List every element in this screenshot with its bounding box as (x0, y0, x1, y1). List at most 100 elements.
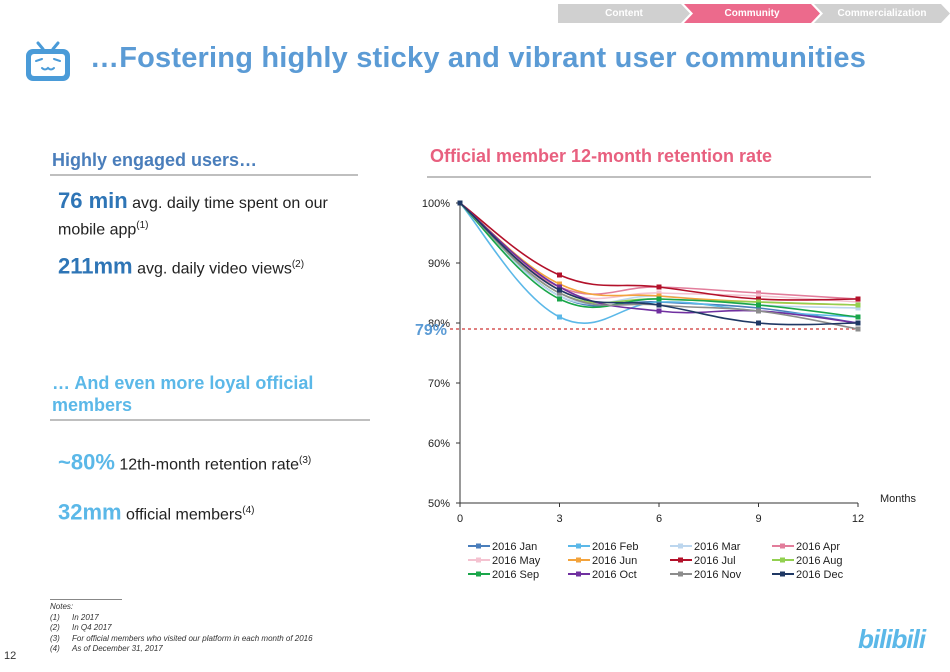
tv-face-icon (26, 41, 70, 81)
data-point (756, 299, 761, 305)
data-point (656, 290, 662, 296)
data-point (557, 272, 562, 278)
legend-label: 2016 Jan (492, 541, 537, 553)
y-tick-label: 70% (428, 378, 450, 390)
legend-label: 2016 Oct (592, 569, 637, 581)
y-tick-label: 80% (428, 318, 450, 330)
reference-line-label: 79% (415, 322, 447, 339)
section-heading-line: members (52, 395, 133, 415)
data-point (756, 290, 761, 296)
stat-official-members: 32mm official members(4) (58, 500, 378, 526)
data-point (656, 293, 662, 299)
data-point (855, 302, 861, 308)
data-point (756, 308, 761, 314)
legend-label: 2016 Jul (694, 555, 736, 567)
x-tick-label: 9 (755, 513, 761, 525)
data-point (656, 284, 662, 290)
series-line (459, 202, 859, 306)
data-point (756, 293, 761, 299)
data-point (656, 302, 662, 308)
legend-label: 2016 Nov (694, 569, 742, 581)
section-rule (50, 419, 370, 421)
stat-text: official members (121, 506, 243, 524)
legend-marker (476, 571, 481, 577)
data-point (557, 287, 562, 293)
legend-label: 2016 Aug (796, 555, 843, 567)
stat-daily-time: 76 min avg. daily time spent on our mobi… (58, 190, 368, 241)
legend-label: 2016 Apr (796, 541, 840, 553)
footnote-item: (4) As of December 31, 2017 (50, 644, 163, 653)
stat-video-views: 211mm avg. daily video views(2) (58, 254, 368, 280)
x-tick-label: 3 (556, 513, 562, 525)
data-point (855, 299, 861, 305)
data-point (855, 326, 861, 332)
legend-marker (576, 543, 581, 549)
x-axis-label: Months (880, 493, 917, 505)
stat-retention: ~80% 12th-month retention rate(3) (58, 450, 378, 476)
legend-marker (576, 557, 581, 563)
legend-marker (678, 571, 683, 577)
x-tick-label: 6 (656, 513, 662, 525)
footnote-ref: (4) (242, 505, 255, 516)
stat-value: 32mm (58, 499, 122, 525)
section-rule (50, 174, 358, 176)
legend-marker (780, 571, 785, 577)
series-line (459, 202, 859, 306)
footnote-item: (2) In Q4 2017 (50, 623, 112, 632)
legend-label: 2016 Mar (694, 541, 741, 553)
legend-label: 2016 Jun (592, 555, 637, 567)
section-heading-loyal: … And even more loyal official members (52, 372, 313, 416)
legend-marker (780, 557, 785, 563)
data-point (756, 302, 761, 308)
footnotes: Notes: (1) In 2017 (2) In Q4 2017 (3) For o… (50, 602, 313, 655)
notes-heading: Notes: (50, 602, 74, 611)
legend-marker (476, 543, 481, 549)
chart-title: Official member 12-month retention rate (430, 146, 773, 166)
data-point (756, 305, 761, 311)
data-point (756, 320, 761, 326)
data-point (557, 293, 562, 299)
data-point (656, 299, 662, 305)
legend-label: 2016 Dec (796, 569, 844, 581)
legend-marker (678, 543, 683, 549)
legend-marker (780, 543, 785, 549)
legend-marker (678, 557, 683, 563)
stat-value: 211mm (58, 253, 133, 279)
data-point (557, 290, 562, 296)
nav-item-content[interactable]: Content (558, 4, 690, 23)
section-heading-engaged: Highly engaged users… (52, 150, 258, 170)
data-point (855, 320, 861, 326)
legend-label: 2016 Sep (492, 569, 539, 581)
stat-text: 12th-month retention rate (114, 456, 299, 474)
data-point (557, 281, 562, 287)
legend-marker (476, 557, 481, 563)
data-point (855, 305, 861, 311)
nav-item-commercialization[interactable]: Commercialization (814, 4, 950, 23)
footnote-ref: (1) (136, 220, 149, 231)
nav-item-community[interactable]: Community (684, 4, 820, 23)
stat-value: ~80% (58, 449, 115, 475)
data-point (656, 296, 662, 302)
page-number: 12 (4, 650, 17, 662)
legend-marker (576, 571, 581, 577)
legend-label: 2016 May (492, 555, 541, 567)
page-title: …Fostering highly sticky and vibrant use… (90, 42, 867, 74)
legend-label: 2016 Feb (592, 541, 638, 553)
data-point (557, 284, 562, 290)
data-point (855, 296, 861, 302)
y-tick-label: 90% (428, 258, 450, 270)
section-heading-line: … And even more loyal official (52, 373, 314, 393)
stat-text: mobile app (58, 221, 137, 239)
data-point (656, 308, 662, 314)
data-point (756, 296, 761, 302)
data-point (557, 314, 562, 320)
section-rule (427, 176, 871, 178)
stat-text: avg. daily time spent on our (127, 195, 328, 212)
data-point (457, 200, 463, 206)
stat-value: 76 min (58, 188, 128, 213)
y-tick-label: 100% (422, 198, 450, 210)
y-tick-label: 60% (428, 438, 450, 450)
notes-divider (50, 599, 122, 600)
footnote-item: (1) In 2017 (50, 612, 99, 622)
